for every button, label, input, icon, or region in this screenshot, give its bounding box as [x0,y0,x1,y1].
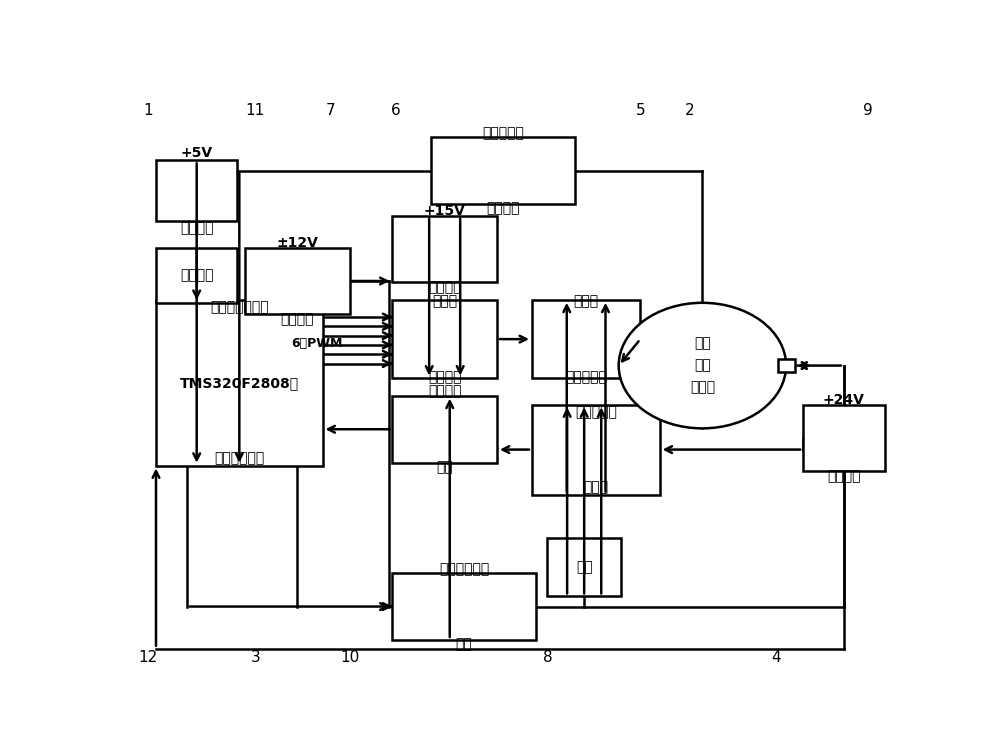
Text: 3: 3 [250,650,260,665]
Text: 三相二极管: 三相二极管 [575,405,617,419]
Text: 电流检测: 电流检测 [428,384,461,399]
Text: 1: 1 [143,103,153,119]
Text: 核心的控制器: 核心的控制器 [214,451,264,465]
Text: 5: 5 [636,103,645,119]
Text: 环节: 环节 [436,460,453,474]
Text: 电网: 电网 [576,560,593,575]
Text: 编码器转速: 编码器转速 [482,126,524,140]
Text: 整流桥: 整流桥 [583,480,608,495]
Text: 10: 10 [340,650,359,665]
Text: 11: 11 [246,103,265,119]
Text: 功率放大器: 功率放大器 [565,370,607,384]
Bar [547,538,621,596]
Text: TMS320F2808为: TMS320F2808为 [180,376,299,390]
Text: 电平转换: 电平转换 [180,268,213,282]
Text: 6: 6 [391,103,401,119]
Text: 开关电源: 开关电源 [827,469,861,482]
Bar [392,396,497,463]
Bar [245,248,350,314]
Text: +15V: +15V [424,205,466,218]
Text: 6路PWM: 6路PWM [292,337,343,350]
Text: 检测环节: 检测环节 [486,202,520,215]
Text: 4: 4 [771,650,781,665]
Text: 8: 8 [543,650,552,665]
Text: 9: 9 [863,103,872,119]
Bar [392,216,497,282]
Text: 开关电源: 开关电源 [180,222,213,236]
Circle shape [619,303,786,428]
Bar [803,405,885,471]
Text: 感应: 感应 [694,359,711,372]
Text: 驱动电路: 驱动电路 [428,370,461,384]
Bar [431,137,574,204]
Text: 开关电源: 开关电源 [428,280,461,294]
Text: 2: 2 [684,103,694,119]
Text: 功率因数检测: 功率因数检测 [439,562,489,576]
Bar [778,359,795,372]
Text: 数字信号处理器: 数字信号处理器 [210,300,269,314]
Text: 三相桥: 三相桥 [574,294,599,308]
Bar [156,160,237,221]
Text: 7: 7 [326,103,335,119]
Text: 三相: 三相 [694,337,711,350]
Text: ±12V: ±12V [276,236,318,250]
Bar [156,300,323,466]
Text: 三相桥: 三相桥 [432,294,457,308]
Bar [392,573,536,640]
Text: 12: 12 [139,650,158,665]
Text: +24V: +24V [823,393,865,407]
Bar [532,300,640,378]
Bar [392,300,497,378]
Text: 环节: 环节 [456,637,472,652]
Text: +5V: +5V [181,146,213,160]
Bar [532,405,660,495]
Text: 开关电源: 开关电源 [281,312,314,325]
Bar [156,248,237,303]
Text: 电动机: 电动机 [690,381,715,395]
